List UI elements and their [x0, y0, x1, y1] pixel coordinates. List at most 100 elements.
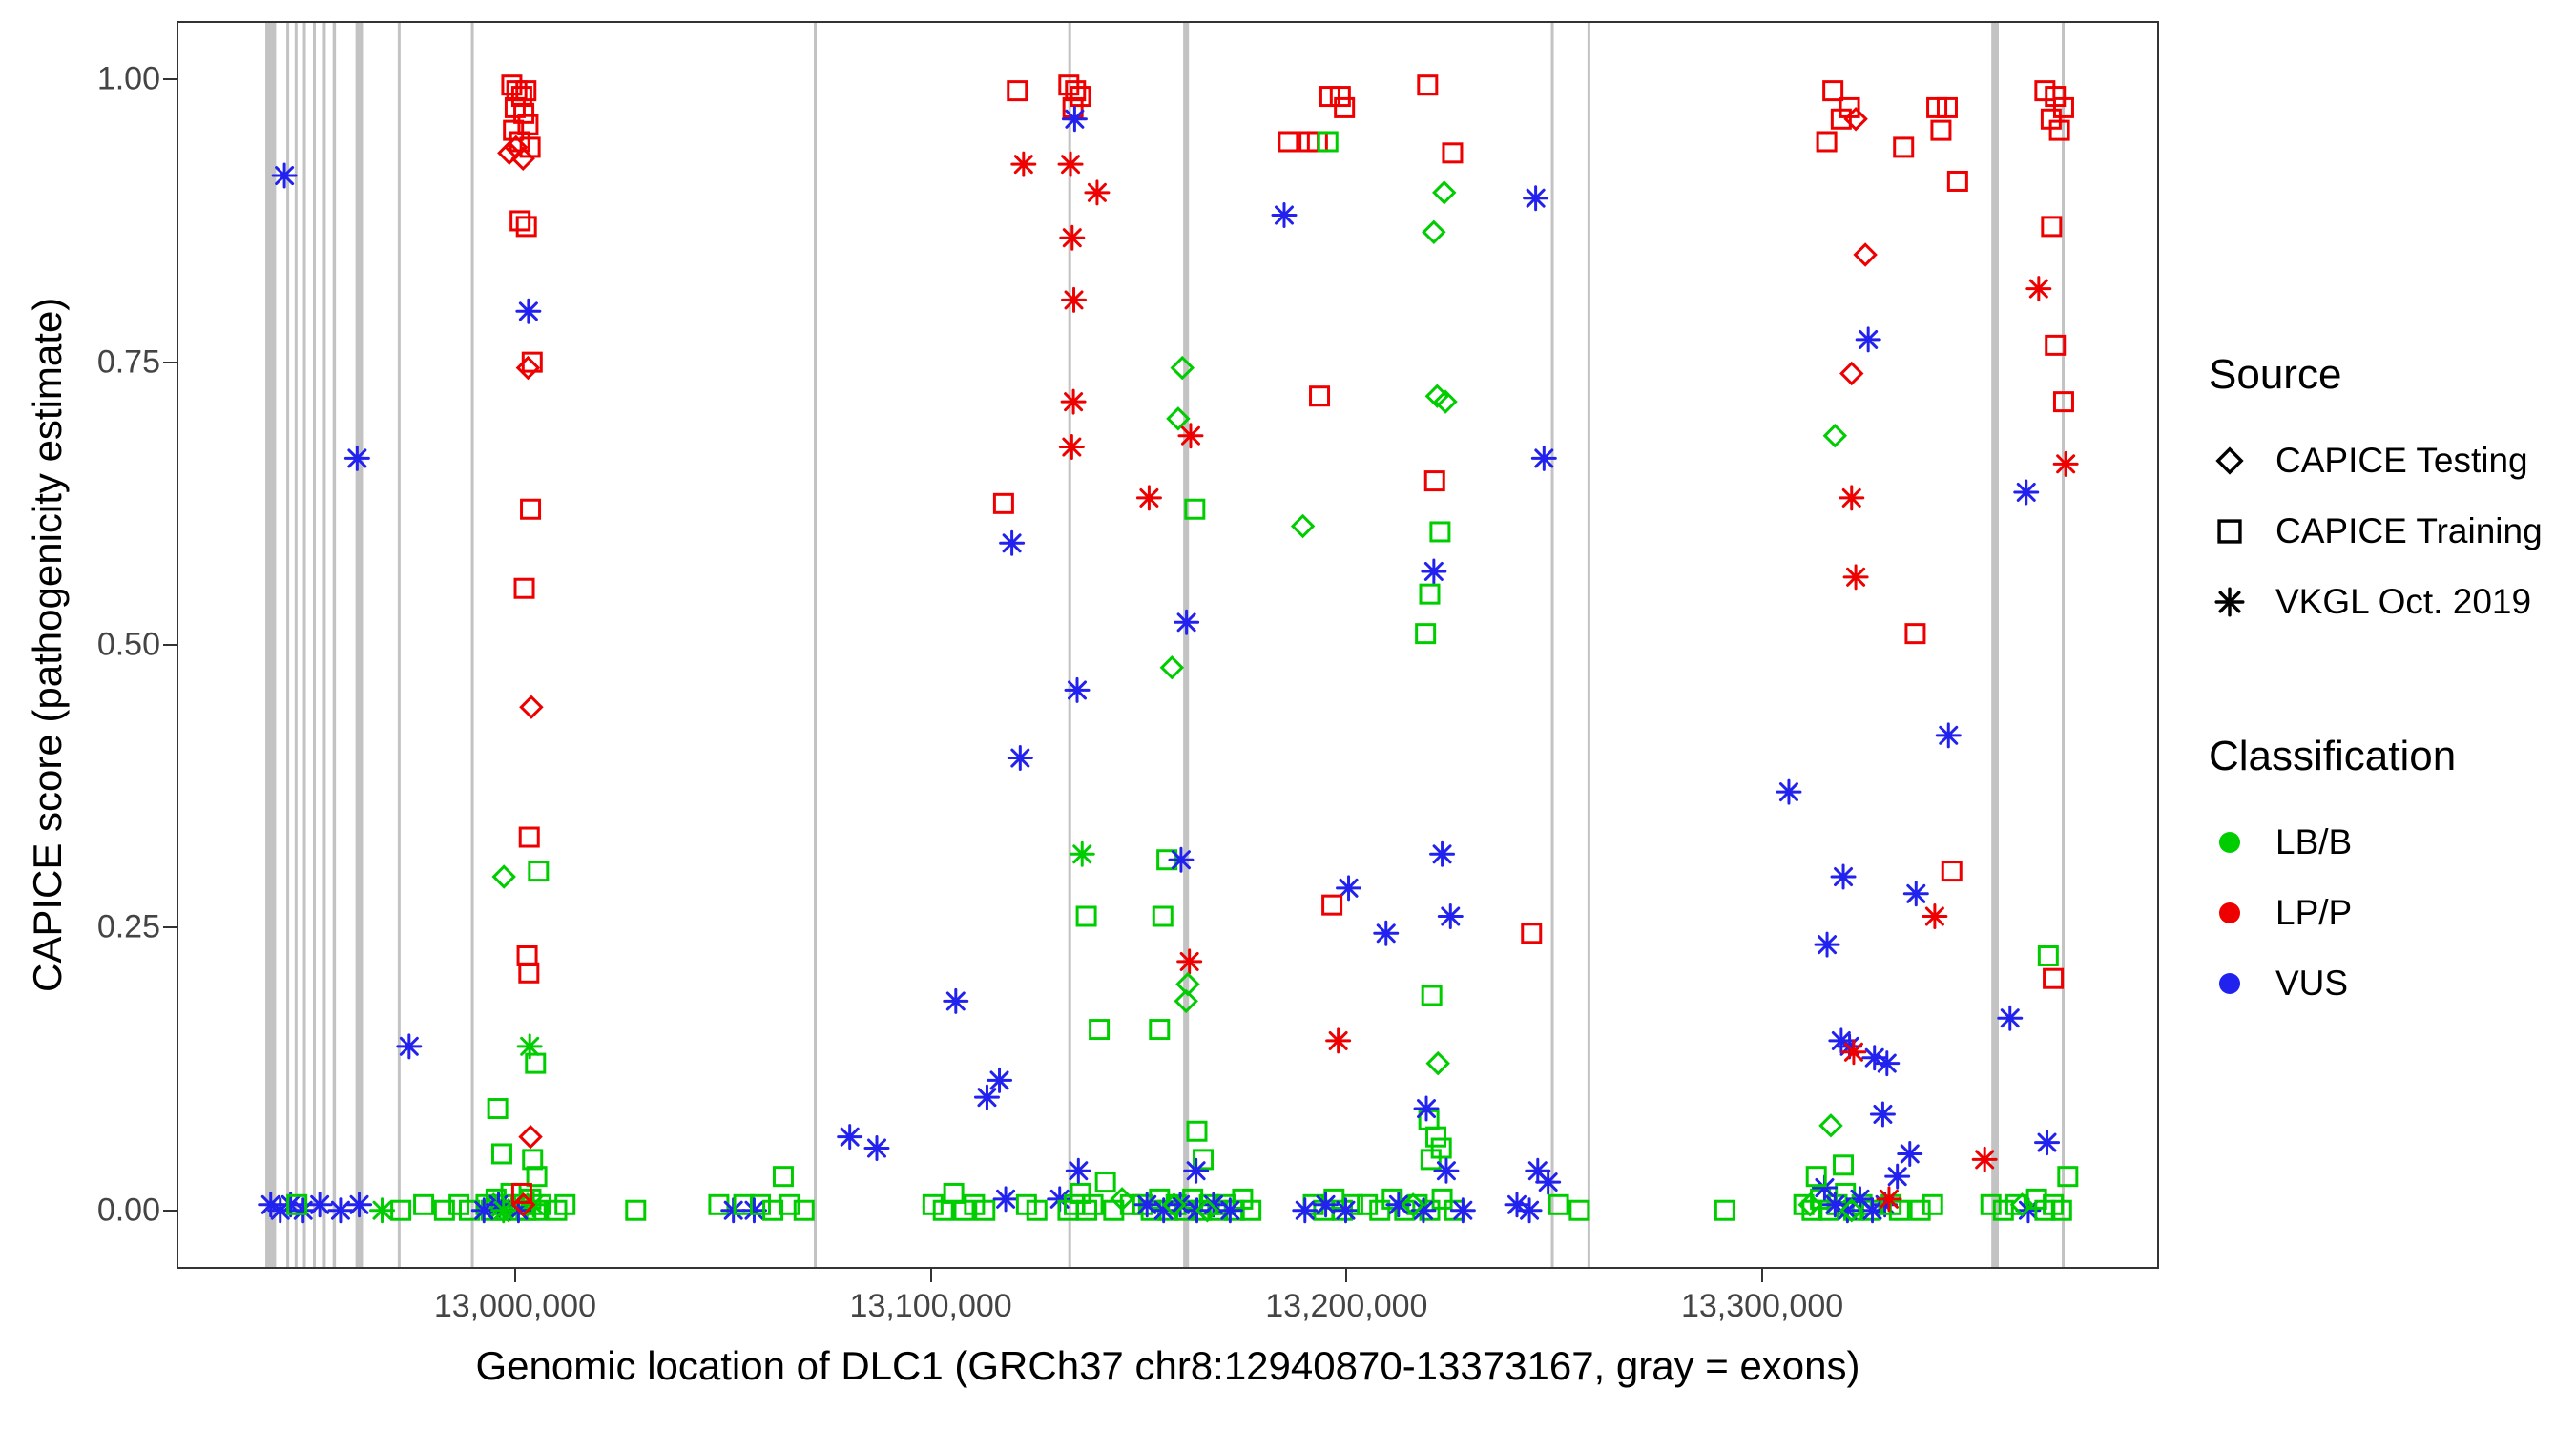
data-point — [490, 1197, 517, 1224]
data-point — [1834, 1197, 1860, 1224]
data-point — [413, 1193, 435, 1215]
legend-item-lp-p: LP/P — [2209, 878, 2562, 948]
data-point — [2057, 1166, 2079, 1188]
data-point — [290, 1197, 317, 1224]
data-point — [515, 216, 537, 238]
y-tick-mark — [163, 644, 177, 646]
data-point — [286, 1193, 308, 1215]
data-point — [258, 1192, 284, 1218]
legend-source-title: Source — [2209, 351, 2342, 398]
data-point — [1814, 931, 1840, 958]
data-point — [1822, 423, 1848, 448]
exon-band — [294, 23, 298, 1267]
exon-band — [312, 23, 316, 1267]
exon-band — [1550, 23, 1554, 1267]
data-point — [1174, 988, 1198, 1014]
data-point — [525, 1052, 547, 1074]
data-point — [2037, 945, 2059, 966]
data-point — [1195, 1197, 1220, 1223]
data-point — [1159, 654, 1185, 680]
data-point — [1822, 80, 1844, 102]
data-point — [1061, 286, 1088, 313]
data-point — [1084, 179, 1111, 206]
data-point — [1075, 905, 1097, 927]
data-point — [518, 826, 540, 848]
data-point — [1521, 923, 1543, 944]
data-point — [2041, 216, 2063, 238]
data-point — [1292, 1197, 1319, 1224]
data-point — [396, 1033, 423, 1060]
data-point — [2045, 334, 2067, 356]
y-tick-label: 0.50 — [96, 626, 160, 663]
y-tick-label: 0.00 — [96, 1192, 160, 1229]
data-point — [1057, 1199, 1079, 1221]
data-point — [2005, 1193, 2026, 1215]
data-point — [470, 1197, 497, 1224]
data-point — [1853, 242, 1878, 267]
data-point — [490, 1143, 512, 1165]
data-point — [516, 1033, 543, 1060]
legend-item-lb-b-label: LB/B — [2275, 822, 2353, 861]
data-point — [1805, 1166, 1827, 1188]
data-point — [554, 1193, 576, 1215]
data-point — [625, 1199, 647, 1221]
data-point — [973, 1084, 1000, 1110]
data-point — [513, 577, 535, 599]
legend-item-lp-p-label: LP/P — [2275, 893, 2353, 932]
exon-band — [1587, 23, 1590, 1267]
data-point — [327, 1197, 354, 1224]
data-point — [1424, 384, 1450, 408]
data-point — [516, 945, 538, 966]
data-point — [1941, 861, 1963, 882]
data-point — [1177, 423, 1204, 449]
x-axis-title: Genomic location of DLC1 (GRCh37 chr8:12… — [475, 1343, 1860, 1388]
data-point — [863, 1135, 890, 1162]
data-point — [1184, 498, 1206, 520]
data-point — [1839, 485, 1865, 511]
data-point — [1876, 1186, 1902, 1213]
data-point — [1429, 840, 1456, 867]
data-point — [515, 298, 542, 324]
data-point — [1094, 1172, 1116, 1193]
data-point — [974, 1199, 996, 1221]
data-point — [1175, 971, 1200, 997]
data-point — [1168, 846, 1195, 873]
x-tick-mark — [513, 1269, 516, 1282]
legend-classification-group: Classification LB/B LP/P VUS — [2209, 733, 2562, 1019]
data-point — [518, 1124, 543, 1150]
data-point — [491, 864, 516, 889]
x-tick-label: 13,300,000 — [1680, 1288, 1844, 1324]
legend-item-vus: VUS — [2209, 948, 2562, 1019]
data-point — [2050, 1199, 2072, 1221]
data-point — [1058, 434, 1085, 461]
data-point — [1421, 985, 1443, 1006]
y-tick-mark — [163, 361, 177, 363]
data-point — [521, 351, 543, 373]
data-point — [1846, 1186, 1873, 1213]
data-point — [1433, 389, 1458, 414]
exon-band — [265, 23, 277, 1267]
legend-item-square-label: CAPICE Training — [2275, 511, 2543, 550]
data-point — [1818, 1113, 1843, 1138]
exon-band — [286, 23, 290, 1267]
legend-source-group: Source CAPICE Testing CAPICE Training VKGL… — [2209, 351, 2562, 637]
x-tick-label: 13,100,000 — [849, 1288, 1012, 1324]
x-tick-mark — [1345, 1269, 1348, 1282]
data-point — [1415, 623, 1437, 645]
data-point — [1313, 1192, 1340, 1218]
data-point — [433, 1199, 455, 1221]
y-tick-label: 1.00 — [96, 60, 160, 97]
data-point — [750, 1193, 771, 1215]
data-point — [1869, 1101, 1896, 1128]
y-tick-label: 0.25 — [96, 908, 160, 945]
exon-band — [2062, 23, 2066, 1267]
data-point — [1568, 1199, 1590, 1221]
data-point — [1833, 1154, 1855, 1176]
exon-band — [470, 23, 474, 1267]
data-point — [1186, 1120, 1208, 1142]
legend-item-diamond-label: CAPICE Testing — [2275, 441, 2528, 480]
data-point — [1909, 1199, 1931, 1221]
legend-item-vus-label: VUS — [2275, 964, 2349, 1003]
data-point — [1423, 470, 1445, 492]
data-point — [1992, 1199, 2014, 1221]
